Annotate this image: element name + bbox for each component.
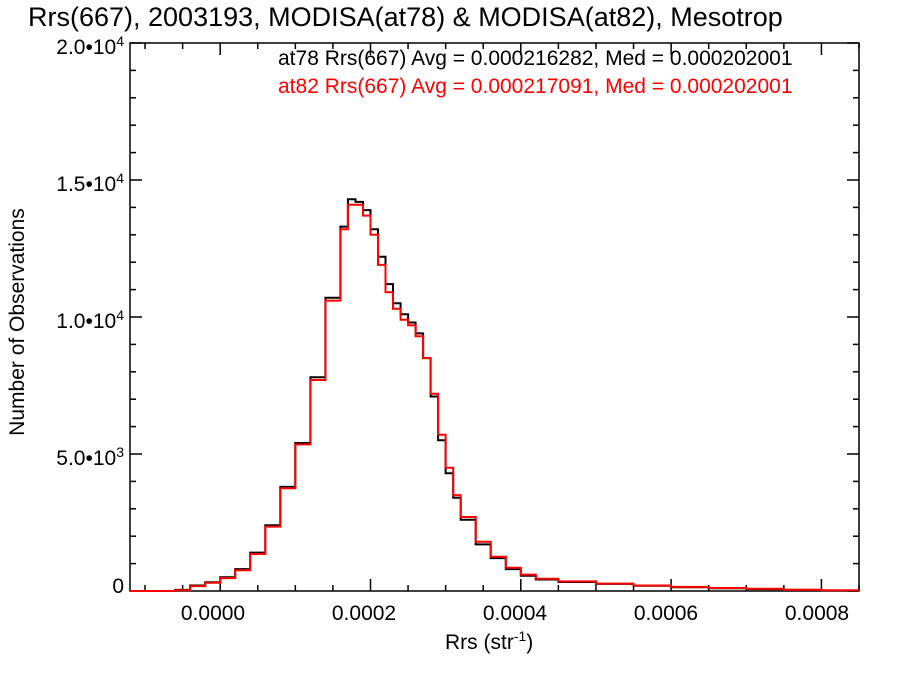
y-tick-label: 1.5•104 bbox=[14, 170, 124, 197]
y-tick-exponent: 4 bbox=[116, 170, 124, 186]
tick-marks bbox=[130, 42, 860, 592]
x-tick-label: 0.0008 bbox=[784, 602, 850, 625]
x-axis-label-text: Rrs (str bbox=[445, 631, 514, 654]
x-tick-label: 0.0000 bbox=[180, 602, 246, 625]
y-tick-mantissa: 2.0•10 bbox=[56, 36, 117, 59]
y-tick-label: 2.0•104 bbox=[14, 33, 124, 60]
series-line-at82 bbox=[130, 203, 860, 592]
y-tick-mantissa: 1.5•10 bbox=[56, 173, 117, 196]
x-axis-label-sup: -1 bbox=[513, 628, 527, 644]
x-tick-label: 0.0004 bbox=[482, 602, 548, 625]
y-tick-label: 5.0•103 bbox=[14, 444, 124, 471]
y-tick-label: 1.0•104 bbox=[14, 307, 124, 334]
y-tick-mantissa: 5.0•10 bbox=[56, 447, 117, 470]
y-tick-exponent: 4 bbox=[116, 307, 124, 323]
plot-frame bbox=[129, 42, 860, 592]
series-line-at78 bbox=[130, 198, 860, 592]
y-tick-exponent: 3 bbox=[116, 444, 124, 460]
legend-stat-at82: at82 Rrs(667) Avg = 0.000217091, Med = 0… bbox=[278, 75, 793, 98]
series-group bbox=[130, 198, 860, 592]
legend-stat-at78: at78 Rrs(667) Avg = 0.000216282, Med = 0… bbox=[278, 47, 793, 70]
x-tick-label: 0.0002 bbox=[331, 602, 397, 625]
x-tick-label: 0.0006 bbox=[633, 602, 699, 625]
y-tick-label: 0 bbox=[14, 575, 124, 599]
y-tick-exponent: 4 bbox=[116, 33, 124, 49]
x-axis-label-end: ) bbox=[526, 631, 534, 654]
y-tick-mantissa: 1.0•10 bbox=[56, 310, 117, 333]
chart-title: Rrs(667), 2003193, MODISA(at78) & MODISA… bbox=[28, 2, 783, 32]
x-axis-label: Rrs (str-1) bbox=[445, 628, 533, 655]
y-tick-mantissa: 0 bbox=[112, 575, 124, 598]
